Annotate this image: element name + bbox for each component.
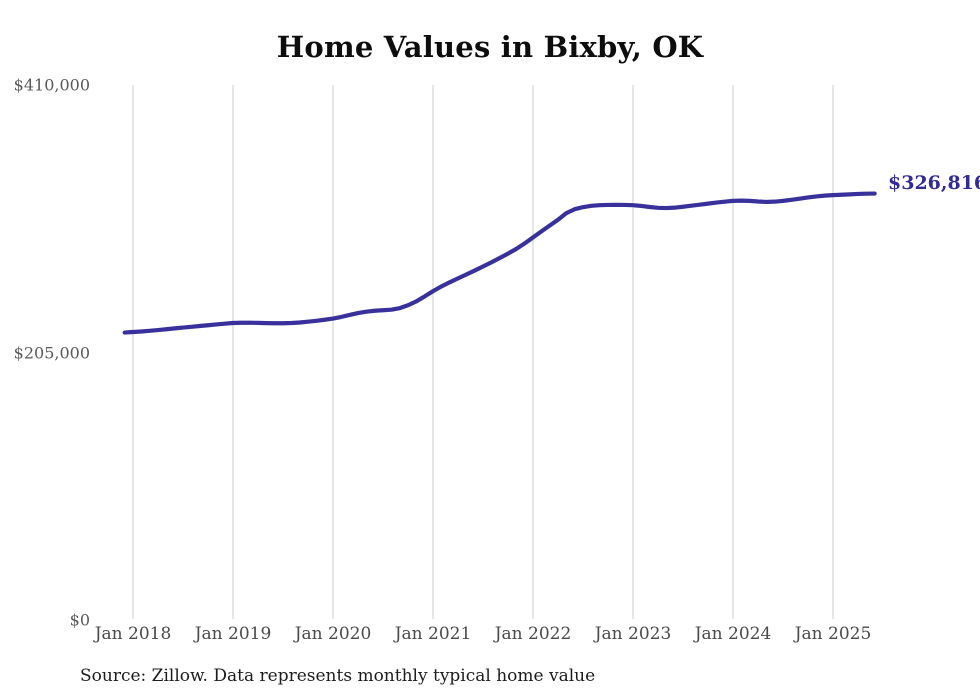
current-value-label: $326,816 [888,172,980,194]
x-tick-label-jan-2023: Jan 2023 [594,624,672,644]
y-tick-label-0: $0 [69,610,90,630]
x-tick-label-jan-2024: Jan 2024 [694,624,772,644]
x-tick-label-jan-2025: Jan 2025 [794,624,872,644]
gridlines [132,85,834,619]
y-tick-label-205000: $205,000 [13,343,90,362]
home-value-line [122,191,877,335]
source-note: Source: Zillow. Data represents monthly … [80,666,596,686]
x-tick-label-jan-2020: Jan 2020 [294,624,372,644]
x-tick-label-jan-2021: Jan 2021 [394,624,472,644]
x-tick-label-jan-2019: Jan 2019 [194,624,272,644]
x-tick-label-jan-2022: Jan 2022 [494,624,572,644]
chart-title: Home Values in Bixby, OK [276,30,704,64]
x-tick-label-jan-2018: Jan 2018 [94,624,172,644]
y-tick-label-410000: $410,000 [13,75,90,95]
